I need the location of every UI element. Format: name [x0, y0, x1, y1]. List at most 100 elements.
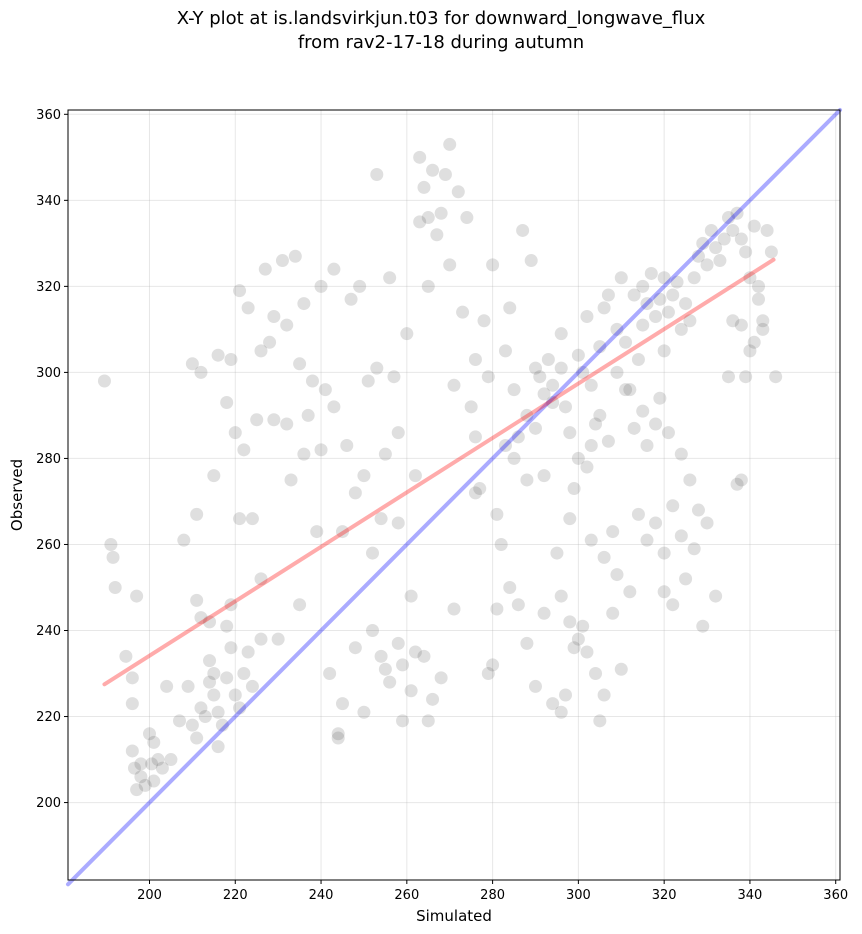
scatter-point [614, 662, 628, 676]
scatter-point [743, 271, 757, 285]
scatter-point [516, 223, 530, 237]
scatter-point [571, 348, 585, 362]
scatter-point [601, 434, 615, 448]
scatter-point [383, 271, 397, 285]
scatter-point [546, 378, 560, 392]
scatter-point [164, 753, 178, 767]
scatter-point [537, 469, 551, 483]
scatter-point [271, 632, 285, 646]
scatter-point [181, 679, 195, 693]
scatter-point [674, 322, 688, 336]
scatter-point [417, 649, 431, 663]
scatter-point [752, 292, 766, 306]
scatter-point [636, 404, 650, 418]
scatter-point [426, 163, 440, 177]
scatter-point [203, 654, 217, 668]
scatter-point [374, 512, 388, 526]
scatter-point [683, 314, 697, 328]
scatter-point [726, 314, 740, 328]
scatter-point [185, 357, 199, 371]
x-tick-label: 340 [738, 888, 763, 903]
x-tick-label: 280 [480, 888, 505, 903]
scatter-point [541, 352, 555, 366]
scatter-point [331, 731, 345, 745]
scatter-point [717, 232, 731, 246]
scatter-point [426, 692, 440, 706]
scatter-point [370, 168, 384, 182]
scatter-point [601, 288, 615, 302]
scatter-point [228, 688, 242, 702]
scatter-point [636, 318, 650, 332]
scatter-point [631, 352, 645, 366]
scatter-point [254, 344, 268, 358]
scatter-point [537, 606, 551, 620]
scatter-point [241, 645, 255, 659]
scatter-point [267, 309, 281, 323]
scatter-point [593, 340, 607, 354]
scatter-point [344, 292, 358, 306]
scatter-point [108, 580, 122, 594]
scatter-point [623, 383, 637, 397]
scatter-point [228, 426, 242, 440]
scatter-point [327, 262, 341, 276]
scatter-point [640, 439, 654, 453]
scatter-point [215, 718, 229, 732]
scatter-point [327, 400, 341, 414]
scatter-point [490, 602, 504, 616]
scatter-point [589, 417, 603, 431]
scatter-point [245, 679, 259, 693]
scatter-point [134, 757, 148, 771]
scatter-point [127, 761, 141, 775]
scatter-point [357, 705, 371, 719]
plot-frame [67, 109, 841, 881]
scatter-point [194, 611, 208, 625]
scatter-point [614, 271, 628, 285]
scatter-point [185, 718, 199, 732]
scatter-point [254, 572, 268, 586]
scatter-point [743, 344, 757, 358]
scatter-point [670, 275, 684, 289]
scatter-point [661, 426, 675, 440]
scatter-point [417, 180, 431, 194]
scatter-point [593, 714, 607, 728]
scatter-point [220, 671, 234, 685]
scatter-point [481, 370, 495, 384]
scatter-point [340, 439, 354, 453]
scatter-point [700, 516, 714, 530]
scatter-point [203, 675, 217, 689]
scatter-point [305, 374, 319, 388]
scatter-point [747, 335, 761, 349]
scatter-point [580, 460, 594, 474]
scatter-point [640, 297, 654, 311]
scatter-point [258, 262, 272, 276]
scatter-point [687, 271, 701, 285]
scatter-point [447, 602, 461, 616]
x-tick-label: 300 [566, 888, 591, 903]
scatter-point [511, 598, 525, 612]
scatter-point [194, 701, 208, 715]
scatter-point [119, 649, 133, 663]
scatter-point [589, 667, 603, 681]
scatter-point [408, 469, 422, 483]
scatter-point [623, 585, 637, 599]
scatter-point [661, 305, 675, 319]
scatter-point [284, 473, 298, 487]
scatter-point [125, 697, 139, 711]
scatter-point [606, 525, 620, 539]
scatter-point [473, 482, 487, 496]
scatter-point [460, 211, 474, 225]
scatter-point [468, 352, 482, 366]
scatter-point [391, 426, 405, 440]
scatter-point [649, 516, 663, 530]
scatter-point [297, 297, 311, 311]
scatter-point [301, 408, 315, 422]
scatter-point [224, 352, 238, 366]
scatter-point [383, 675, 397, 689]
scatter-point [190, 593, 204, 607]
scatter-point [640, 533, 654, 547]
scatter-point [145, 757, 159, 771]
scatter-point [280, 318, 294, 332]
scatter-point [721, 370, 735, 384]
scatter-point [160, 679, 174, 693]
reference-lines [66, 108, 842, 887]
